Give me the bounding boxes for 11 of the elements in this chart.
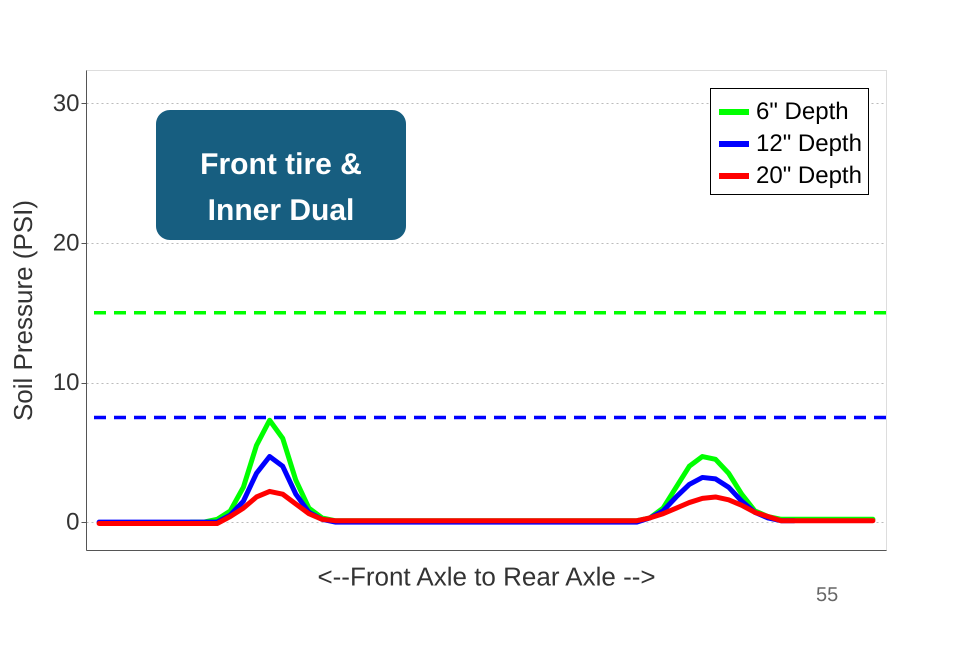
legend-label: 12" Depth <box>756 130 862 157</box>
text: 55 <box>816 584 838 606</box>
x-axis-title: <--Front Axle to Rear Axle --> <box>317 562 656 592</box>
legend-label: 20" Depth <box>756 162 862 189</box>
y-tick-label: 30 <box>52 90 80 117</box>
annotation: Front tire & Inner Dual <box>200 148 362 227</box>
y-tick-label: 0 <box>66 508 80 536</box>
y-tick-label: 20 <box>52 230 80 257</box>
legend-label: 6" Depth <box>756 98 849 125</box>
y-axis-title: Soil Pressure (PSI) <box>8 200 38 422</box>
y-tick-label: 10 <box>52 369 80 396</box>
